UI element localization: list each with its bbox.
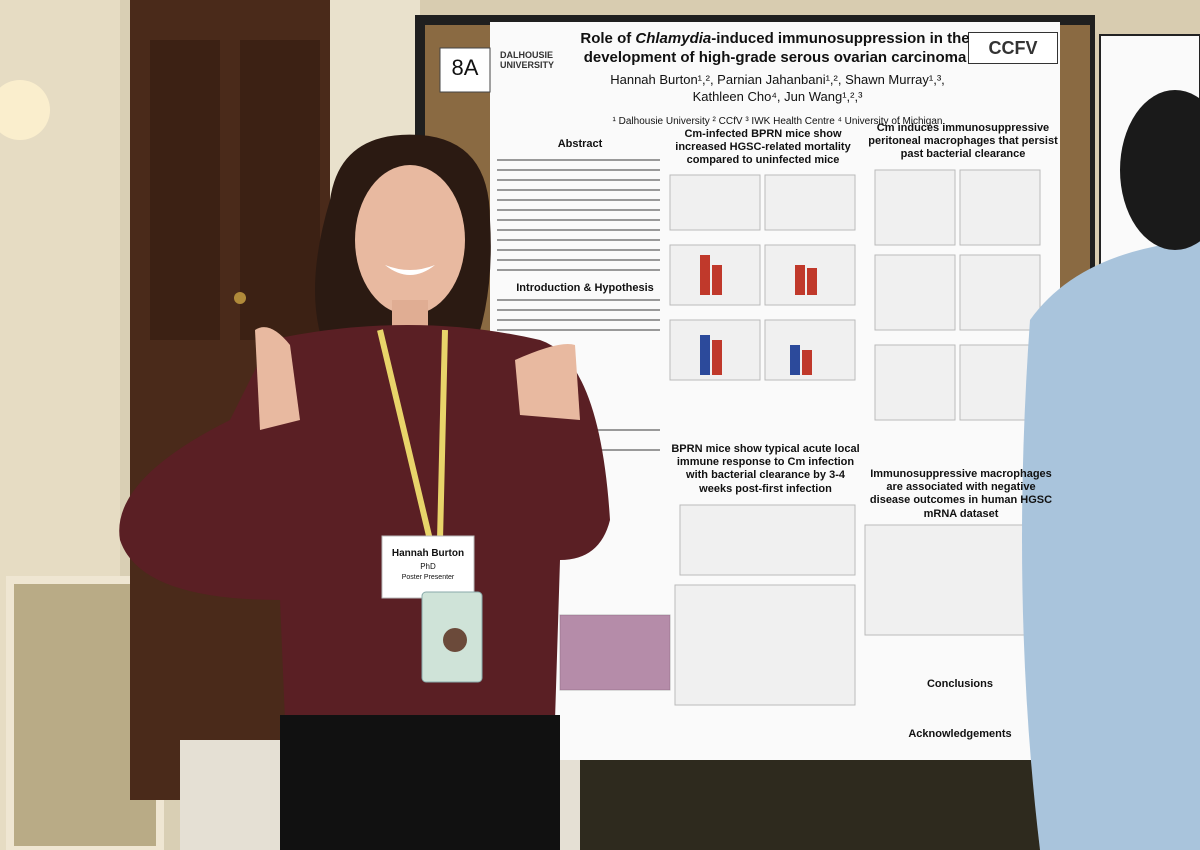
id-photo: [443, 628, 467, 652]
ccfv-logo: CCFV: [968, 32, 1058, 64]
section-heading: BPRN mice show typical acute local immun…: [671, 443, 860, 495]
section-heading: Cm-infected BPRN mice show increased HGS…: [675, 128, 851, 167]
abstract-text: [497, 159, 660, 451]
affiliations: ¹ Dalhousie University ² CCfV ³ IWK Heal…: [612, 116, 943, 127]
section-heading: Conclusions: [926, 678, 993, 690]
smile: [385, 265, 435, 275]
poster-number: 8A: [451, 55, 479, 80]
pants: [280, 715, 560, 850]
right-thumb-hand: [515, 344, 580, 420]
title-italic: Chlamydia: [635, 30, 712, 47]
section-heading: Immunosuppressive macrophages are associ…: [869, 468, 1053, 520]
title-part: -induced immunosuppression in the develo…: [583, 30, 970, 66]
section-heading: Acknowledgements: [908, 728, 1012, 740]
authors: Hannah Burton¹,², Parnian Jahanbani¹,², …: [610, 72, 945, 104]
face: [355, 165, 465, 315]
sweater: [119, 325, 610, 720]
university-logo: DALHOUSIE UNIVERSITY: [500, 50, 555, 70]
door-panel: [240, 40, 320, 340]
chandelier: [0, 80, 50, 140]
section-heading: Cm induces immunosuppressive peritoneal …: [868, 122, 1058, 161]
badge-degree: PhD: [420, 562, 436, 571]
left-thumb-hand: [255, 327, 300, 430]
right-person-shirt: [1022, 240, 1200, 850]
poster-number-card: [439, 47, 491, 93]
badge-name: Hannah Burton: [391, 548, 465, 559]
badge-role: Poster Presenter: [401, 574, 455, 581]
section-heading: Abstract: [557, 138, 603, 150]
section-heading: Introduction & Hypothesis: [516, 282, 654, 294]
histology-image: [560, 615, 670, 690]
door-panel: [150, 40, 220, 340]
door-knob: [234, 292, 246, 304]
figure-bars: [700, 255, 817, 375]
poster-title: Role of Chlamydia-induced immunosuppress…: [580, 30, 970, 68]
badge: [381, 535, 475, 599]
title-part: Role of: [580, 30, 636, 47]
right-person-head: [1120, 90, 1200, 250]
